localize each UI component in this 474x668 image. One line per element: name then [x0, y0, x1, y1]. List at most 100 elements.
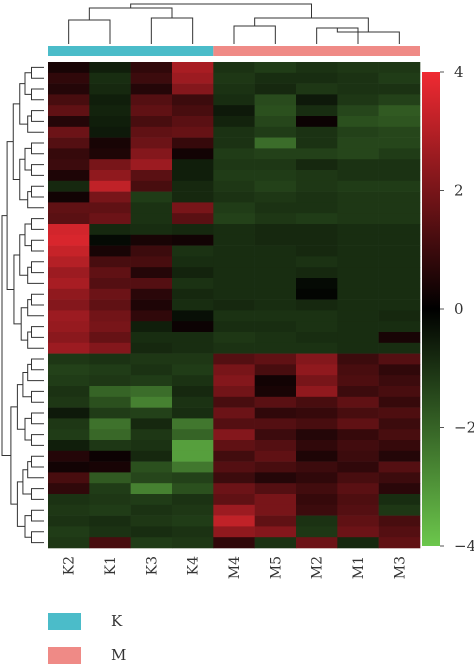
- heatmap-cell: [172, 440, 214, 452]
- heatmap-cell: [337, 515, 379, 527]
- heatmap-cell: [296, 83, 338, 95]
- heatmap-cell: [130, 72, 173, 84]
- column-label: M2: [310, 556, 326, 579]
- heatmap-cell: [213, 504, 255, 516]
- dendrogram-link: [31, 164, 44, 176]
- heatmap-cell: [48, 137, 90, 149]
- heatmap-cell: [130, 342, 173, 354]
- heatmap-cell: [296, 256, 338, 268]
- heatmap-cell: [48, 386, 90, 398]
- heatmap-cell: [172, 429, 214, 441]
- dendrogram-link: [24, 147, 32, 171]
- heatmap-cell: [296, 472, 338, 484]
- heatmap-cell: [48, 494, 90, 506]
- heatmap-cell: [213, 299, 255, 311]
- heatmap-cell: [213, 494, 255, 506]
- heatmap-cell: [48, 504, 90, 516]
- heatmap-cell: [130, 494, 173, 506]
- heatmap-cell: [89, 494, 131, 506]
- heatmap-cell: [296, 62, 338, 74]
- heatmap-cell: [378, 418, 421, 430]
- heatmap-cell: [213, 288, 255, 300]
- heatmap-cell: [296, 105, 338, 117]
- heatmap-cell: [337, 245, 379, 257]
- dendrogram-link: [31, 66, 44, 79]
- legend-swatch-k: [48, 612, 81, 630]
- heatmap-cell: [337, 278, 379, 290]
- heatmap-cell: [130, 288, 173, 300]
- heatmap-cell: [89, 310, 131, 322]
- dendrogram-link: [31, 509, 44, 522]
- heatmap-cell: [254, 429, 297, 441]
- heatmap-cell: [130, 256, 173, 268]
- heatmap-cell: [254, 375, 297, 387]
- heatmap-cell: [337, 461, 379, 473]
- heatmap-cell: [172, 137, 214, 149]
- heatmap-cell: [48, 62, 90, 74]
- dendrogram-link: [130, 3, 312, 18]
- heatmap-cell: [130, 105, 173, 117]
- heatmap-cell: [89, 159, 131, 171]
- legend-label-k: K: [111, 612, 123, 630]
- heatmap-cell: [172, 396, 214, 408]
- heatmap-cell: [89, 440, 131, 452]
- heatmap-cell: [378, 159, 421, 171]
- heatmap-cell: [172, 94, 214, 106]
- heatmap-cell: [213, 450, 255, 462]
- heatmap-cell: [213, 116, 255, 128]
- heatmap-cell: [254, 494, 297, 506]
- heatmap-cell: [130, 472, 173, 484]
- dendrogram-link: [27, 461, 44, 479]
- heatmap-cell: [130, 137, 173, 149]
- dendrogram-link: [24, 223, 32, 247]
- heatmap-cell: [172, 375, 214, 387]
- heatmap-cell: [337, 191, 379, 203]
- group-bar-m: [213, 46, 420, 56]
- heatmap-cell: [254, 450, 297, 462]
- heatmap-cell: [48, 170, 90, 182]
- heatmap-cell: [378, 105, 421, 117]
- heatmap-cell: [172, 245, 214, 257]
- heatmap-cell: [296, 353, 338, 365]
- heatmap-cell: [89, 202, 131, 214]
- heatmap-cell: [378, 191, 421, 203]
- group-bar-k: [48, 46, 214, 56]
- heatmap-cell: [130, 267, 173, 279]
- heatmap-cell: [48, 440, 90, 452]
- legend-swatch-m: [48, 646, 81, 664]
- heatmap-cell: [213, 364, 255, 376]
- dendrogram-link: [31, 293, 44, 306]
- heatmap-cell: [172, 224, 214, 236]
- heatmap-cell: [48, 310, 90, 322]
- heatmap-cell: [89, 364, 131, 376]
- dendrogram-link: [68, 19, 111, 44]
- heatmap-cell: [89, 224, 131, 236]
- heatmap-cell: [172, 386, 214, 398]
- heatmap-cell: [254, 267, 297, 279]
- heatmap-cell: [89, 267, 131, 279]
- heatmap-cell: [89, 515, 131, 527]
- heatmap-cell: [296, 224, 338, 236]
- heatmap-cell: [48, 202, 90, 214]
- heatmap-cell: [296, 364, 338, 376]
- heatmap-cell: [89, 213, 131, 225]
- heatmap-cell: [213, 83, 255, 95]
- dendrogram-link: [31, 326, 44, 338]
- dendrogram-link: [31, 110, 44, 122]
- heatmap-cell: [89, 256, 131, 268]
- heatmap-cell: [130, 245, 173, 257]
- heatmap-cell: [254, 126, 297, 138]
- heatmap-cell: [378, 224, 421, 236]
- heatmap-cell: [254, 202, 297, 214]
- heatmap-cell: [254, 440, 297, 452]
- legend-label-m: M: [111, 646, 127, 664]
- heatmap-cell: [89, 94, 131, 106]
- dendrogram-link: [31, 531, 44, 544]
- heatmap-cell: [172, 62, 214, 74]
- heatmap-cell: [130, 386, 173, 398]
- heatmap-cell: [89, 429, 131, 441]
- column-label: M4: [227, 556, 243, 579]
- heatmap-cell: [296, 126, 338, 138]
- heatmap-cell: [213, 483, 255, 495]
